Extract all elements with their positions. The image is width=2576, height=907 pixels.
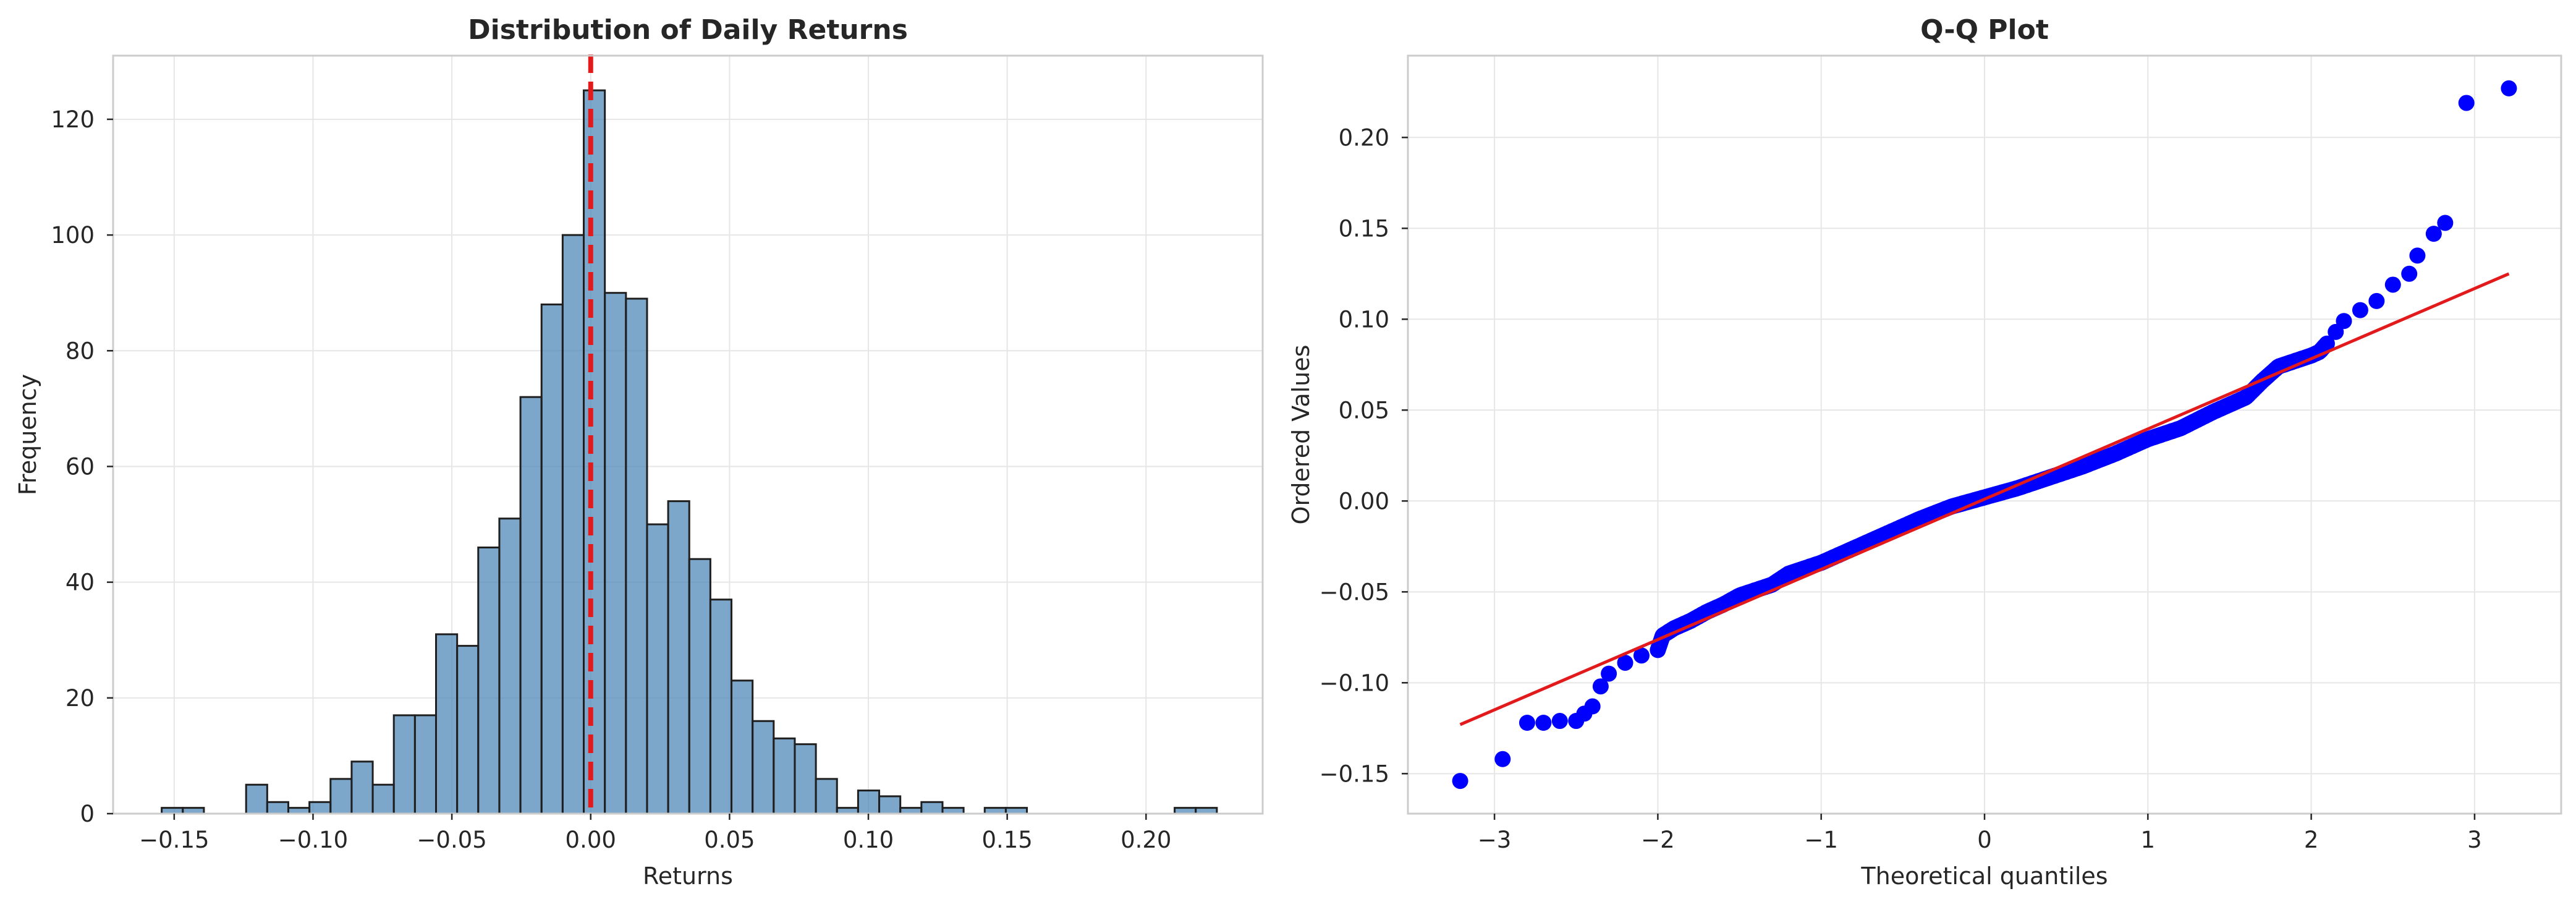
histogram-bar	[435, 633, 459, 815]
qq-point	[1535, 714, 1552, 731]
x-tick-label: 0.20	[1121, 827, 1171, 853]
x-tick-label: 0.10	[843, 827, 894, 853]
qq-point	[2425, 226, 2442, 242]
histogram-bar	[583, 89, 606, 815]
histogram-ylabel: Frequency	[14, 374, 41, 495]
qq-point	[1592, 678, 1609, 695]
y-tick-label: 0.05	[1339, 397, 1389, 424]
histogram-bar	[308, 801, 332, 815]
x-tick-label: −0.05	[417, 827, 486, 853]
qq-fit-line	[1459, 272, 2510, 726]
x-tick-label: 2	[2304, 827, 2319, 853]
histogram-bar	[413, 714, 438, 815]
qq-point	[1519, 714, 1535, 731]
qq-point	[2401, 265, 2418, 282]
y-tick-label: 60	[66, 453, 95, 480]
qq-point	[2458, 95, 2475, 111]
qq-xlabel: Theoretical quantiles	[1860, 862, 2108, 890]
y-tick-label: 0.00	[1339, 488, 1389, 514]
qq-points	[1452, 80, 2517, 790]
histogram-bar	[540, 303, 564, 815]
histogram-title: Distribution of Daily Returns	[468, 14, 908, 46]
qq-point	[1617, 654, 1633, 671]
x-tick-label: −0.15	[139, 827, 209, 853]
qq-point	[1584, 698, 1601, 715]
qq-point	[2336, 313, 2352, 330]
qq-point	[2437, 215, 2454, 231]
qq-title: Q-Q Plot	[1920, 14, 2049, 46]
x-tick-label: 0.00	[566, 827, 616, 853]
qq-point	[2328, 323, 2344, 340]
histogram-bar	[266, 801, 289, 815]
y-tick-label: 120	[51, 106, 95, 133]
qq-point	[1494, 751, 1511, 767]
qq-point	[2368, 292, 2385, 309]
histogram-bar	[752, 720, 775, 815]
histogram-xlabel: Returns	[643, 862, 733, 890]
histogram-bar	[245, 783, 268, 815]
y-tick-label: 0.20	[1339, 124, 1389, 151]
qq-point	[2318, 335, 2335, 352]
y-tick-label: −0.15	[1320, 760, 1389, 787]
x-tick-label: 0.05	[704, 827, 755, 853]
histogram-bar	[456, 645, 480, 815]
histogram-bar	[646, 523, 669, 815]
histogram-bar	[688, 558, 711, 815]
x-tick-label: −2	[1641, 827, 1675, 853]
histogram-bar	[878, 795, 902, 815]
histogram-bar	[604, 292, 627, 815]
histogram-grid	[113, 56, 1263, 814]
x-tick-label: 0.15	[981, 827, 1032, 853]
histogram-bar	[920, 801, 944, 815]
y-tick-label: 0.10	[1339, 306, 1389, 333]
histogram-frame	[112, 54, 1264, 815]
y-tick-label: 0	[80, 801, 95, 827]
qq-point	[1633, 647, 1650, 664]
x-tick-label: −0.10	[278, 827, 348, 853]
histogram-bar	[625, 297, 648, 815]
qq-point	[1551, 713, 1568, 730]
histogram-bar	[350, 760, 374, 815]
x-tick-label: 1	[2141, 827, 2156, 853]
histogram-bar	[498, 517, 522, 815]
histogram-bar	[667, 500, 690, 815]
histogram-bar	[477, 546, 501, 815]
qq-ylabel: Ordered Values	[1287, 345, 1315, 525]
histogram-bars	[161, 89, 1218, 815]
x-tick-label: −1	[1804, 827, 1838, 853]
qq-ticks: −3 −2 −1 0 1 2 3 −0.15 −0.10 −0.05 0.00 0.05 0.10 0.1…	[1320, 124, 2482, 853]
histogram-bar	[709, 598, 733, 815]
histogram-bar	[392, 714, 416, 815]
qq-grid	[1408, 56, 2561, 814]
qq-point	[2409, 247, 2426, 264]
histogram-bar	[561, 234, 585, 815]
qq-point	[1601, 665, 1617, 682]
qq-point	[2352, 302, 2368, 318]
histogram-bar	[857, 790, 881, 815]
histogram-bar	[329, 778, 353, 815]
y-tick-label: −0.10	[1320, 670, 1389, 696]
histogram-bar	[731, 679, 754, 815]
qq-point	[2501, 80, 2517, 96]
y-tick-label: −0.05	[1320, 579, 1389, 605]
qq-point	[1452, 773, 1468, 790]
histogram-bar	[815, 778, 838, 815]
y-tick-label: 20	[66, 685, 95, 712]
x-tick-label: 0	[1977, 827, 1992, 853]
histogram-bar	[371, 783, 395, 815]
histogram-panel: Distribution of Daily Returns −0.15 −0.10…	[14, 14, 1264, 890]
histogram-bar	[794, 743, 817, 815]
y-tick-label: 40	[66, 569, 95, 596]
x-tick-label: 3	[2467, 827, 2482, 853]
histogram-bar	[773, 737, 796, 815]
histogram-ticks: −0.15 −0.10 −0.05 0.00 0.05 0.10 0.15 0.20 0 20 40…	[51, 106, 1171, 853]
qq-point	[2384, 276, 2401, 293]
y-tick-label: 0.15	[1339, 215, 1389, 242]
y-tick-label: 80	[66, 338, 95, 364]
histogram-bar	[519, 396, 543, 815]
y-tick-label: 100	[51, 222, 95, 249]
qq-panel: Q-Q Plot −3 −2 −1 0 1 2 3 −0.15 −0.10 −0.05 0.00 0.…	[1287, 14, 2562, 890]
x-tick-label: −3	[1478, 827, 1512, 853]
